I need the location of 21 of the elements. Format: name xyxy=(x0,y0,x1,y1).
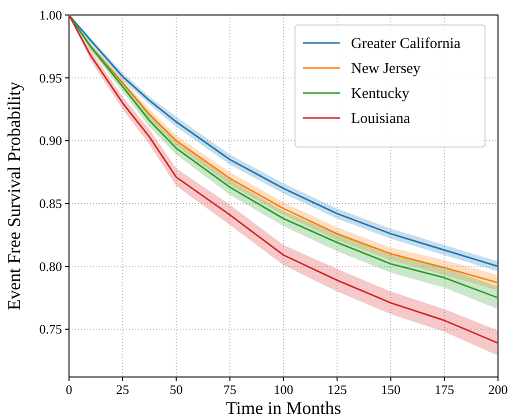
x-tick-label: 25 xyxy=(116,382,130,397)
y-axis-title: Event Free Survival Probability xyxy=(4,82,24,310)
x-axis-title: Time in Months xyxy=(226,398,342,416)
legend-label: Kentucky xyxy=(351,86,410,102)
y-tick-label: 0.95 xyxy=(39,70,62,86)
x-tick-label: 200 xyxy=(488,382,508,397)
y-tick-label: 1.00 xyxy=(39,8,62,22)
legend-label: New Jersey xyxy=(351,61,422,77)
y-tick-label: 0.85 xyxy=(39,196,62,212)
y-tick-label: 0.90 xyxy=(39,133,62,148)
x-tick-label: 100 xyxy=(274,382,294,397)
x-tick-label: 150 xyxy=(381,382,400,397)
y-tick-label: 0.75 xyxy=(39,322,62,337)
x-tick-label: 50 xyxy=(170,382,183,397)
x-tick-label: 125 xyxy=(327,382,347,397)
x-tick-label: 0 xyxy=(66,382,72,397)
legend-label: Greater California xyxy=(351,36,461,52)
x-tick-label: 175 xyxy=(434,382,454,397)
legend-label: Louisiana xyxy=(351,111,410,127)
y-tick-label: 0.80 xyxy=(39,258,62,274)
x-tick-label: 75 xyxy=(223,382,236,397)
